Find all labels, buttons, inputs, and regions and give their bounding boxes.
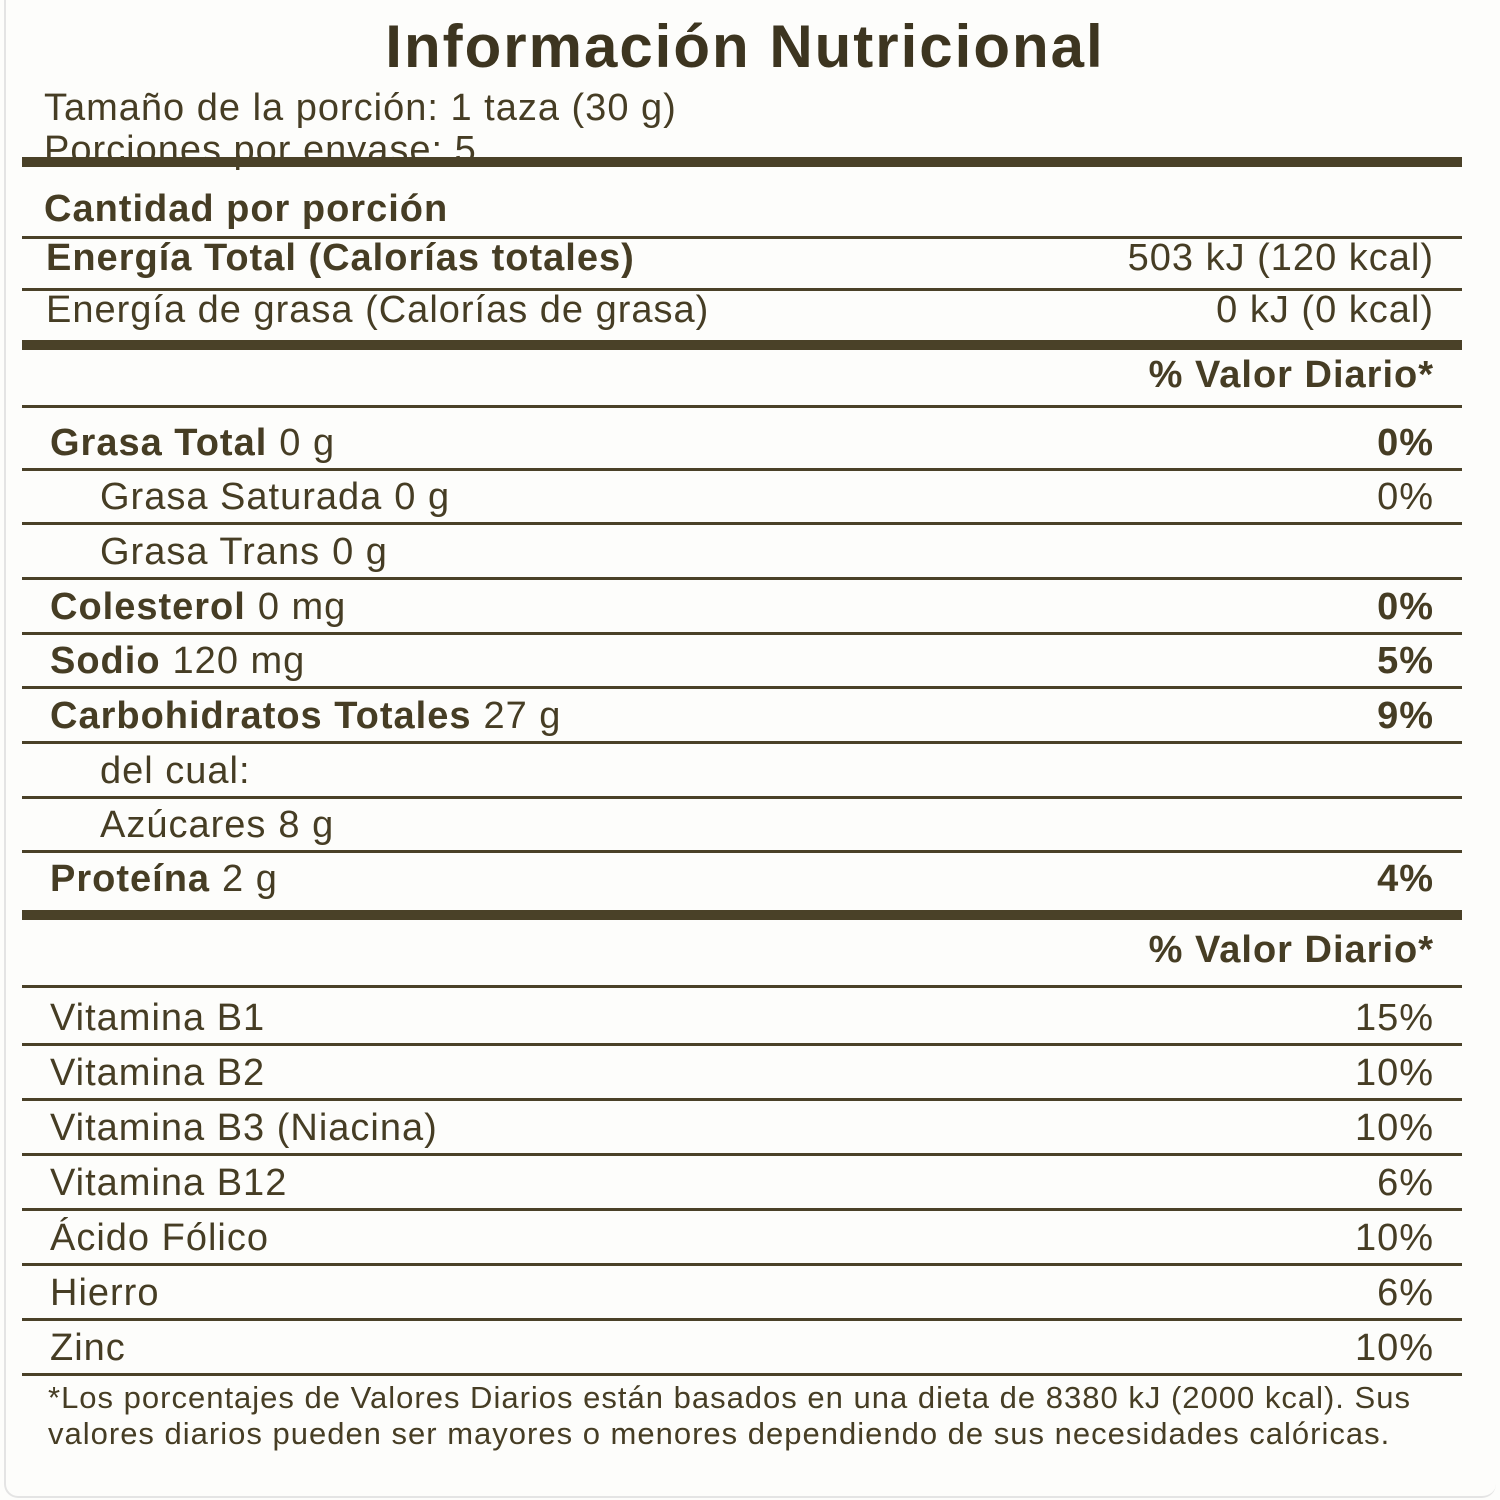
rule bbox=[22, 468, 1462, 471]
rule bbox=[22, 1153, 1462, 1156]
nutrient-label: Sodio bbox=[50, 640, 161, 682]
thick-rule bbox=[22, 340, 1462, 350]
nutrient-amount: 2 g bbox=[222, 858, 278, 900]
nutrient-label: Colesterol bbox=[50, 586, 246, 628]
nutrient-amount: 8 g bbox=[278, 804, 335, 846]
rule bbox=[22, 522, 1462, 525]
energy-value: 0 kJ (0 kcal) bbox=[1216, 289, 1434, 331]
rule bbox=[22, 577, 1462, 580]
nutrient-row: del cual: bbox=[100, 748, 263, 794]
nutrient-amount: 0 mg bbox=[257, 586, 347, 628]
rule bbox=[22, 1373, 1462, 1376]
nutrient-daily-value: 0% bbox=[1377, 476, 1434, 518]
rule bbox=[22, 1318, 1462, 1321]
vitamin-label: Zinc bbox=[50, 1327, 126, 1369]
rule bbox=[22, 632, 1462, 635]
vitamin-daily-value: 10% bbox=[1354, 1107, 1434, 1149]
rule bbox=[22, 405, 1462, 408]
rule bbox=[22, 741, 1462, 744]
nutrient-row: Carbohidratos Totales 27 g bbox=[50, 693, 561, 739]
daily-value-header: % Valor Diario* bbox=[1148, 929, 1434, 971]
nutrient-label: Proteína bbox=[50, 858, 211, 900]
vitamin-daily-value: 10% bbox=[1354, 1217, 1434, 1259]
nutrient-row: Grasa Saturada 0 g bbox=[100, 474, 450, 520]
rule bbox=[22, 1263, 1462, 1266]
vitamin-label: Ácido Fólico bbox=[50, 1217, 269, 1259]
nutrient-amount: 120 mg bbox=[172, 640, 306, 682]
rule bbox=[22, 686, 1462, 689]
rule bbox=[22, 1043, 1462, 1046]
amount-per-serving: Cantidad por porción bbox=[44, 188, 449, 230]
nutrient-label: Azúcares bbox=[100, 804, 267, 846]
nutrient-row: Sodio 120 mg bbox=[50, 638, 305, 684]
nutrient-daily-value: 0% bbox=[1377, 586, 1434, 628]
nutrient-amount: 0 g bbox=[332, 531, 388, 573]
nutrient-label: Grasa Total bbox=[50, 422, 268, 464]
daily-value-header: % Valor Diario* bbox=[1148, 354, 1434, 396]
nutrient-amount: 27 g bbox=[483, 695, 562, 737]
nutrient-daily-value: 5% bbox=[1377, 640, 1434, 682]
nutrient-row: Colesterol 0 mg bbox=[50, 584, 346, 630]
nutrient-daily-value: 9% bbox=[1377, 695, 1434, 737]
nutrient-row: Grasa Trans 0 g bbox=[100, 529, 388, 575]
vitamin-label: Vitamina B12 bbox=[50, 1162, 288, 1204]
vitamin-label: Hierro bbox=[50, 1272, 160, 1314]
nutrient-daily-value: 0% bbox=[1377, 422, 1434, 464]
vitamin-daily-value: 10% bbox=[1354, 1327, 1434, 1369]
label-frame bbox=[4, 0, 1496, 1498]
nutrient-amount: 0 g bbox=[279, 422, 336, 464]
rule bbox=[22, 850, 1462, 853]
thick-rule bbox=[22, 157, 1462, 167]
vitamin-label: Vitamina B1 bbox=[50, 997, 266, 1039]
nutrient-amount: 0 g bbox=[394, 476, 451, 518]
thick-rule bbox=[22, 910, 1462, 920]
nutrient-label: Carbohidratos Totales bbox=[50, 695, 472, 737]
vitamin-label: Vitamina B2 bbox=[50, 1052, 266, 1094]
energy-label: Energía Total (Calorías totales) bbox=[46, 237, 635, 279]
nutrient-daily-value: 4% bbox=[1377, 858, 1434, 900]
rule bbox=[22, 236, 1462, 239]
rule bbox=[22, 288, 1462, 291]
nutrient-label: del cual: bbox=[100, 750, 251, 792]
vitamin-daily-value: 10% bbox=[1354, 1052, 1434, 1094]
rule bbox=[22, 1208, 1462, 1211]
energy-value: 503 kJ (120 kcal) bbox=[1127, 237, 1434, 279]
vitamin-daily-value: 6% bbox=[1377, 1162, 1434, 1204]
nutrient-row: Grasa Total 0 g bbox=[50, 420, 335, 466]
footnote: *Los porcentajes de Valores Diarios está… bbox=[48, 1380, 1411, 1451]
rule bbox=[22, 796, 1462, 799]
serving-size: Tamaño de la porción: 1 taza (30 g) bbox=[44, 87, 677, 129]
nutrient-row: Azúcares 8 g bbox=[100, 802, 334, 848]
label-title: Información Nutricional bbox=[385, 13, 1105, 80]
nutrient-label: Grasa Trans bbox=[100, 531, 321, 573]
vitamin-daily-value: 15% bbox=[1354, 997, 1434, 1039]
nutrient-label: Grasa Saturada bbox=[100, 476, 383, 518]
rule bbox=[22, 1098, 1462, 1101]
nutrient-row: Proteína 2 g bbox=[50, 856, 278, 902]
rule bbox=[22, 985, 1462, 988]
vitamin-label: Vitamina B3 (Niacina) bbox=[50, 1107, 438, 1149]
energy-label: Energía de grasa (Calorías de grasa) bbox=[46, 289, 710, 331]
vitamin-daily-value: 6% bbox=[1377, 1272, 1434, 1314]
